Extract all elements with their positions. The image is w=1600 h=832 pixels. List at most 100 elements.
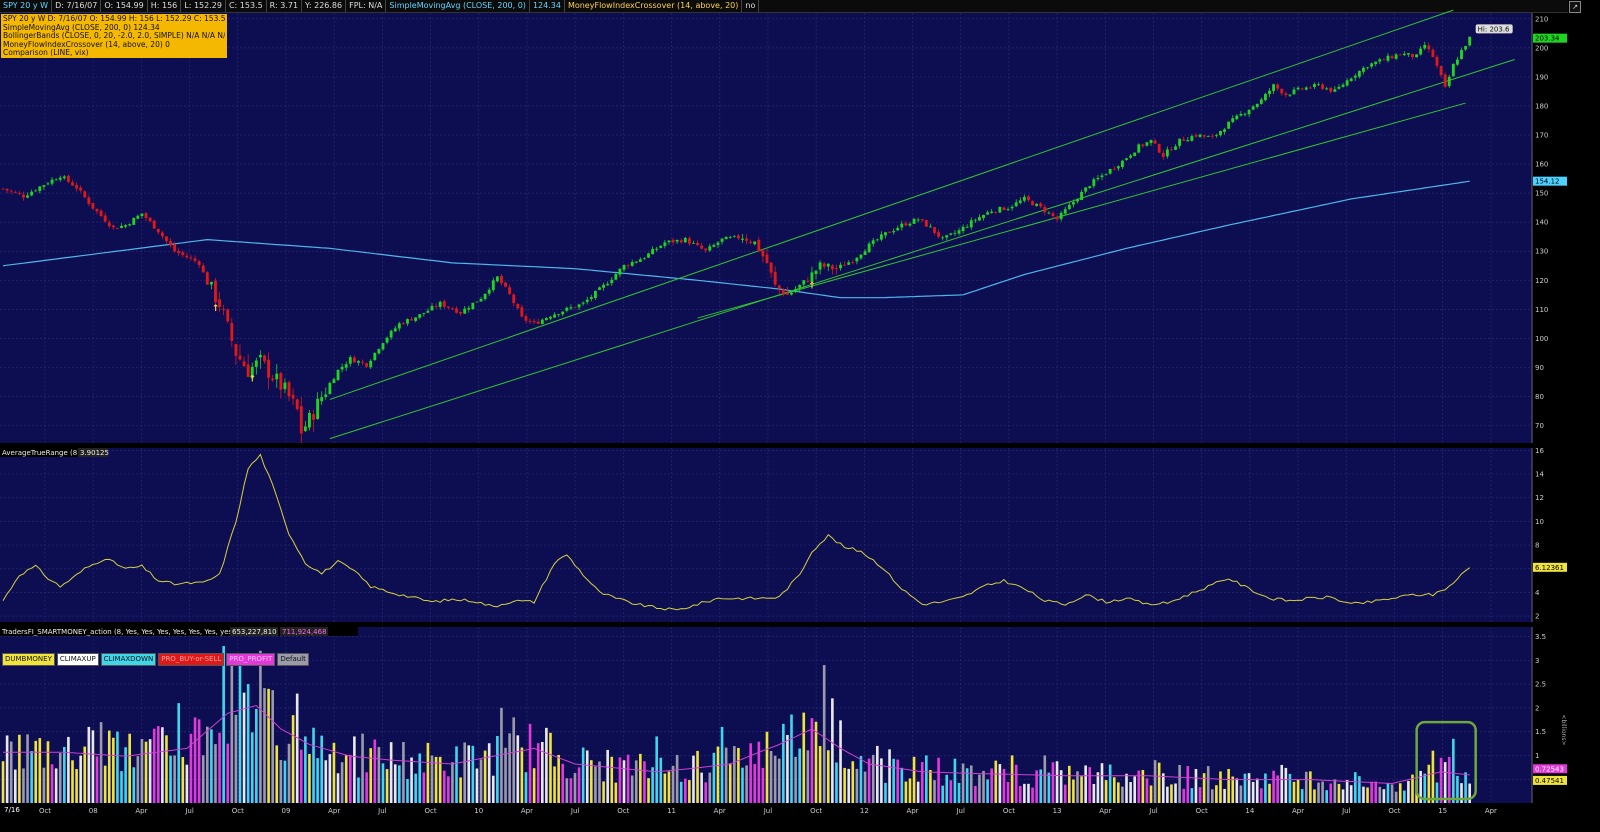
volume-bar xyxy=(618,757,622,803)
candle-body xyxy=(238,355,242,360)
volume-bar xyxy=(1374,781,1378,803)
candle-body xyxy=(1178,138,1182,146)
candle-body xyxy=(446,306,450,308)
volume-bar xyxy=(18,734,21,803)
default-button[interactable]: Default xyxy=(277,653,309,666)
right-gutter xyxy=(1568,0,1600,832)
volume-bar xyxy=(581,747,585,803)
volume-bar xyxy=(54,768,58,803)
candle-body xyxy=(614,274,618,280)
candle-body xyxy=(1390,56,1394,59)
volume-value2-bg xyxy=(280,627,328,636)
volume-bar xyxy=(675,754,679,803)
candle-body xyxy=(1337,86,1341,89)
volume-bar xyxy=(1039,769,1043,803)
volume-bar xyxy=(434,756,438,803)
candle-body xyxy=(598,287,601,290)
time-tick-label: Oct xyxy=(39,807,51,815)
candle-body xyxy=(1,188,5,190)
candle-body xyxy=(904,223,908,226)
volume-bar xyxy=(1149,785,1153,803)
candle-body xyxy=(1349,78,1353,81)
volume-bar xyxy=(961,763,965,803)
volume-bar xyxy=(1223,788,1226,803)
candle-body xyxy=(712,244,716,247)
atr-tick-label: 14 xyxy=(1535,471,1544,479)
billions-axis-label: <billions> xyxy=(1560,714,1567,745)
volume-bar xyxy=(455,746,458,803)
volume-bar xyxy=(1260,788,1263,803)
volume-bar xyxy=(1092,783,1096,803)
candle-body xyxy=(258,354,262,358)
candle-body xyxy=(973,219,977,221)
volume-bar xyxy=(124,747,127,803)
volume-bar xyxy=(806,750,810,803)
volume-bar xyxy=(839,720,842,803)
candle-body xyxy=(1149,139,1153,144)
dumbmoney-button[interactable]: DUMBMONEY xyxy=(2,653,55,666)
candle-body xyxy=(303,426,307,431)
time-tick-label: Oct xyxy=(425,807,437,815)
candle-body xyxy=(373,352,377,360)
collapse-icon[interactable]: ↗ xyxy=(1569,1,1581,13)
volume-bar xyxy=(1247,773,1251,803)
candle-body xyxy=(553,314,556,318)
volume-bar xyxy=(504,747,507,803)
candle-body xyxy=(1137,144,1141,153)
candle-body xyxy=(148,217,152,222)
candle-body xyxy=(986,212,990,215)
candle-body xyxy=(156,228,160,233)
time-tick-label: Oct xyxy=(617,807,629,815)
candle-body xyxy=(769,262,773,273)
volume-bar xyxy=(500,707,503,803)
candle-body xyxy=(1276,84,1280,89)
pro-profit-button[interactable]: PRO_PROFIT xyxy=(226,653,276,666)
sma-study-label[interactable]: SimpleMovingAvg (CLOSE, 200, 0) xyxy=(386,0,530,12)
volume-bar xyxy=(920,761,924,803)
volume-bar xyxy=(728,763,732,803)
mfi-study-label[interactable]: MoneyFlowIndexCrossover (14, above, 20) xyxy=(565,0,743,12)
volume-bar xyxy=(757,741,761,803)
hi-label: Hi: 203.6 xyxy=(1478,25,1510,33)
volume-title: TradersFI_SMARTMONEY_action (8, Yes, Yes… xyxy=(1,628,235,636)
candle-body xyxy=(1190,136,1194,141)
volume-bar xyxy=(1006,781,1010,803)
candle-body xyxy=(863,251,867,255)
candle-body xyxy=(826,263,830,267)
climaxup-button[interactable]: CLIMAXUP xyxy=(56,653,99,666)
candle-body xyxy=(1382,59,1386,61)
volume-bar xyxy=(414,773,417,803)
volume-bar xyxy=(802,712,806,803)
candle-body xyxy=(1096,177,1100,180)
volume-bar xyxy=(908,778,912,803)
candle-body xyxy=(173,244,177,252)
volume-bar xyxy=(1423,773,1427,803)
climaxdown-button[interactable]: CLIMAXDOWN xyxy=(100,653,157,666)
candle-body xyxy=(267,359,271,378)
candle-body xyxy=(753,241,757,245)
volume-bar xyxy=(467,745,471,803)
candle-body xyxy=(26,195,29,198)
volume-bar xyxy=(557,754,560,803)
candle-body xyxy=(1288,94,1292,96)
candle-body xyxy=(626,265,630,267)
volume-bar xyxy=(426,742,430,803)
time-tick-label: 10 xyxy=(474,807,483,815)
volume-bar xyxy=(692,755,695,803)
candle-body xyxy=(467,308,471,310)
pro-buy-sell-button[interactable]: PRO_BUY-or-SELL xyxy=(158,653,225,666)
candle-body xyxy=(1120,160,1124,167)
candle-body xyxy=(1296,87,1300,90)
volume-bar xyxy=(867,758,871,803)
separator-1 xyxy=(0,443,1568,448)
volume-bar xyxy=(1358,776,1361,803)
volume-bar xyxy=(1394,791,1398,803)
volume-bar xyxy=(226,743,230,803)
volume-bar xyxy=(1353,772,1357,803)
volume-title-bg xyxy=(0,627,358,636)
candle-body xyxy=(136,215,140,219)
candle-body xyxy=(13,192,17,193)
volume-bar xyxy=(324,760,328,803)
symbol-label[interactable]: SPY 20 y W xyxy=(0,0,53,12)
